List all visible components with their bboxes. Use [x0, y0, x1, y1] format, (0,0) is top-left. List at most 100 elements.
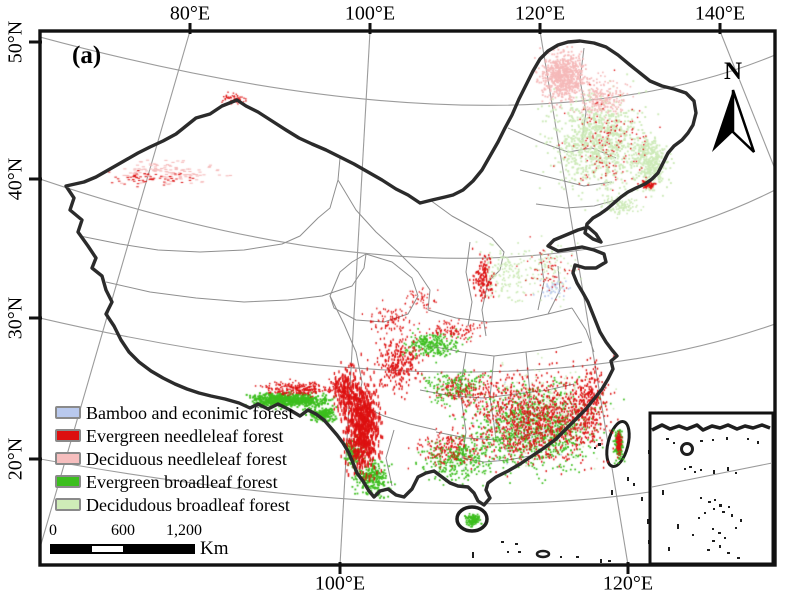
axis-label-top: 100°E [344, 2, 396, 25]
island-dot [722, 511, 725, 513]
legend-swatch [55, 452, 81, 465]
island-dot [694, 471, 696, 473]
island-dot [757, 441, 759, 444]
island-dot [718, 532, 721, 534]
island-dot [727, 467, 729, 471]
legend-swatch [55, 406, 81, 419]
legend-item: Evergreen needleleaf forest [55, 424, 293, 447]
panel-label: (a) [72, 42, 102, 69]
legend-label: Decidudous broadleaf forest [86, 494, 290, 515]
legend-item: Evergreen broadleaf forest [55, 470, 293, 493]
island-dot [704, 512, 706, 514]
island-dot [668, 547, 670, 551]
island-dot [712, 439, 714, 441]
legend-item: Bamboo and econimic forest [55, 401, 293, 424]
axis-label-bottom: 120°E [602, 572, 654, 595]
legend-label: Deciduous needleleaf forest [86, 448, 287, 469]
island-dot [518, 551, 521, 553]
legend-label: Evergreen broadleaf forest [86, 471, 278, 492]
island-dot [515, 543, 518, 545]
axis-label-left: 30°N [4, 296, 27, 340]
axis-ticks [29, 23, 722, 574]
island-dot [501, 541, 504, 543]
axis-label-top: 140°E [694, 2, 746, 25]
island-dot [731, 514, 733, 517]
north-arrow-label: N [723, 58, 743, 85]
island-dot [684, 468, 686, 470]
island-dot [735, 527, 737, 529]
island-dot [712, 528, 714, 530]
island-dot [700, 440, 703, 442]
legend-swatch [55, 429, 81, 442]
scale-bar-tick: 600 [111, 522, 135, 539]
island-dot [576, 556, 579, 558]
legend-swatch [55, 498, 81, 511]
island-dot [472, 552, 474, 558]
scale-bar-strip-segment [92, 546, 123, 552]
island-dot [600, 559, 602, 563]
island-dot [692, 534, 694, 536]
china-national-border [64, 39, 698, 507]
island-dot [608, 560, 611, 562]
island-dot [641, 497, 643, 501]
axis-label-top: 120°E [514, 2, 566, 25]
island-dot [611, 490, 613, 495]
island-dot [598, 443, 601, 446]
island-dot [700, 469, 702, 471]
inset-coastline [651, 423, 771, 432]
map-frame [38, 29, 777, 567]
island-dot [560, 556, 562, 558]
legend: Bamboo and econimic forest Evergreen need… [55, 401, 293, 516]
island-dot [673, 442, 675, 444]
legend-item: Decidudous broadleaf forest [55, 493, 293, 516]
island-dot [737, 557, 740, 559]
axis-label-left: 40°N [4, 157, 27, 201]
island-dot [735, 472, 737, 474]
island-dot [662, 490, 664, 495]
island-dot [728, 506, 730, 508]
island-dot [698, 517, 700, 519]
scale-bar: 0 600 1,200 Km [48, 522, 268, 562]
sea-islands [472, 421, 660, 563]
axis-label-bottom: 100°E [314, 572, 366, 595]
island-dot [712, 540, 715, 542]
atoll-island [535, 549, 551, 559]
island-dot [689, 466, 692, 468]
legend-label: Bamboo and econimic forest [86, 402, 294, 423]
axis-label-left: 20°N [4, 437, 27, 481]
island-dot [726, 437, 728, 440]
south-china-sea-inset [648, 411, 775, 566]
island-dot [719, 504, 722, 507]
island-dot [647, 519, 649, 524]
axis-label-top: 80°E [169, 2, 211, 25]
island-dot [677, 524, 679, 529]
legend-item: Deciduous needleleaf forest [55, 447, 293, 470]
island-dot [724, 537, 726, 539]
scale-bar-tick: 0 [49, 522, 57, 539]
island-dot [700, 497, 702, 499]
island-dot [666, 438, 669, 440]
legend-label: Evergreen needleleaf forest [86, 425, 284, 446]
island-dot [714, 499, 716, 501]
island-dot [633, 483, 635, 486]
island-dot [727, 552, 730, 554]
inset-estuary [680, 442, 694, 456]
island-dot [708, 501, 711, 503]
island-dot [719, 545, 721, 548]
island-dot [594, 447, 596, 449]
island-dot [747, 438, 749, 440]
island-dot [627, 477, 629, 481]
island-dot [740, 519, 742, 522]
inset-islands [662, 437, 759, 559]
inset-graticule-line [651, 462, 773, 488]
island-dot [507, 551, 509, 553]
legend-swatch [55, 475, 81, 488]
scale-bar-unit: Km [200, 538, 229, 559]
scale-bar-tick: 1,200 [166, 522, 202, 539]
axis-label-left: 50°N [4, 20, 27, 64]
north-arrow-icon [712, 89, 756, 153]
island-dot [713, 470, 715, 474]
island-dot [707, 549, 710, 551]
